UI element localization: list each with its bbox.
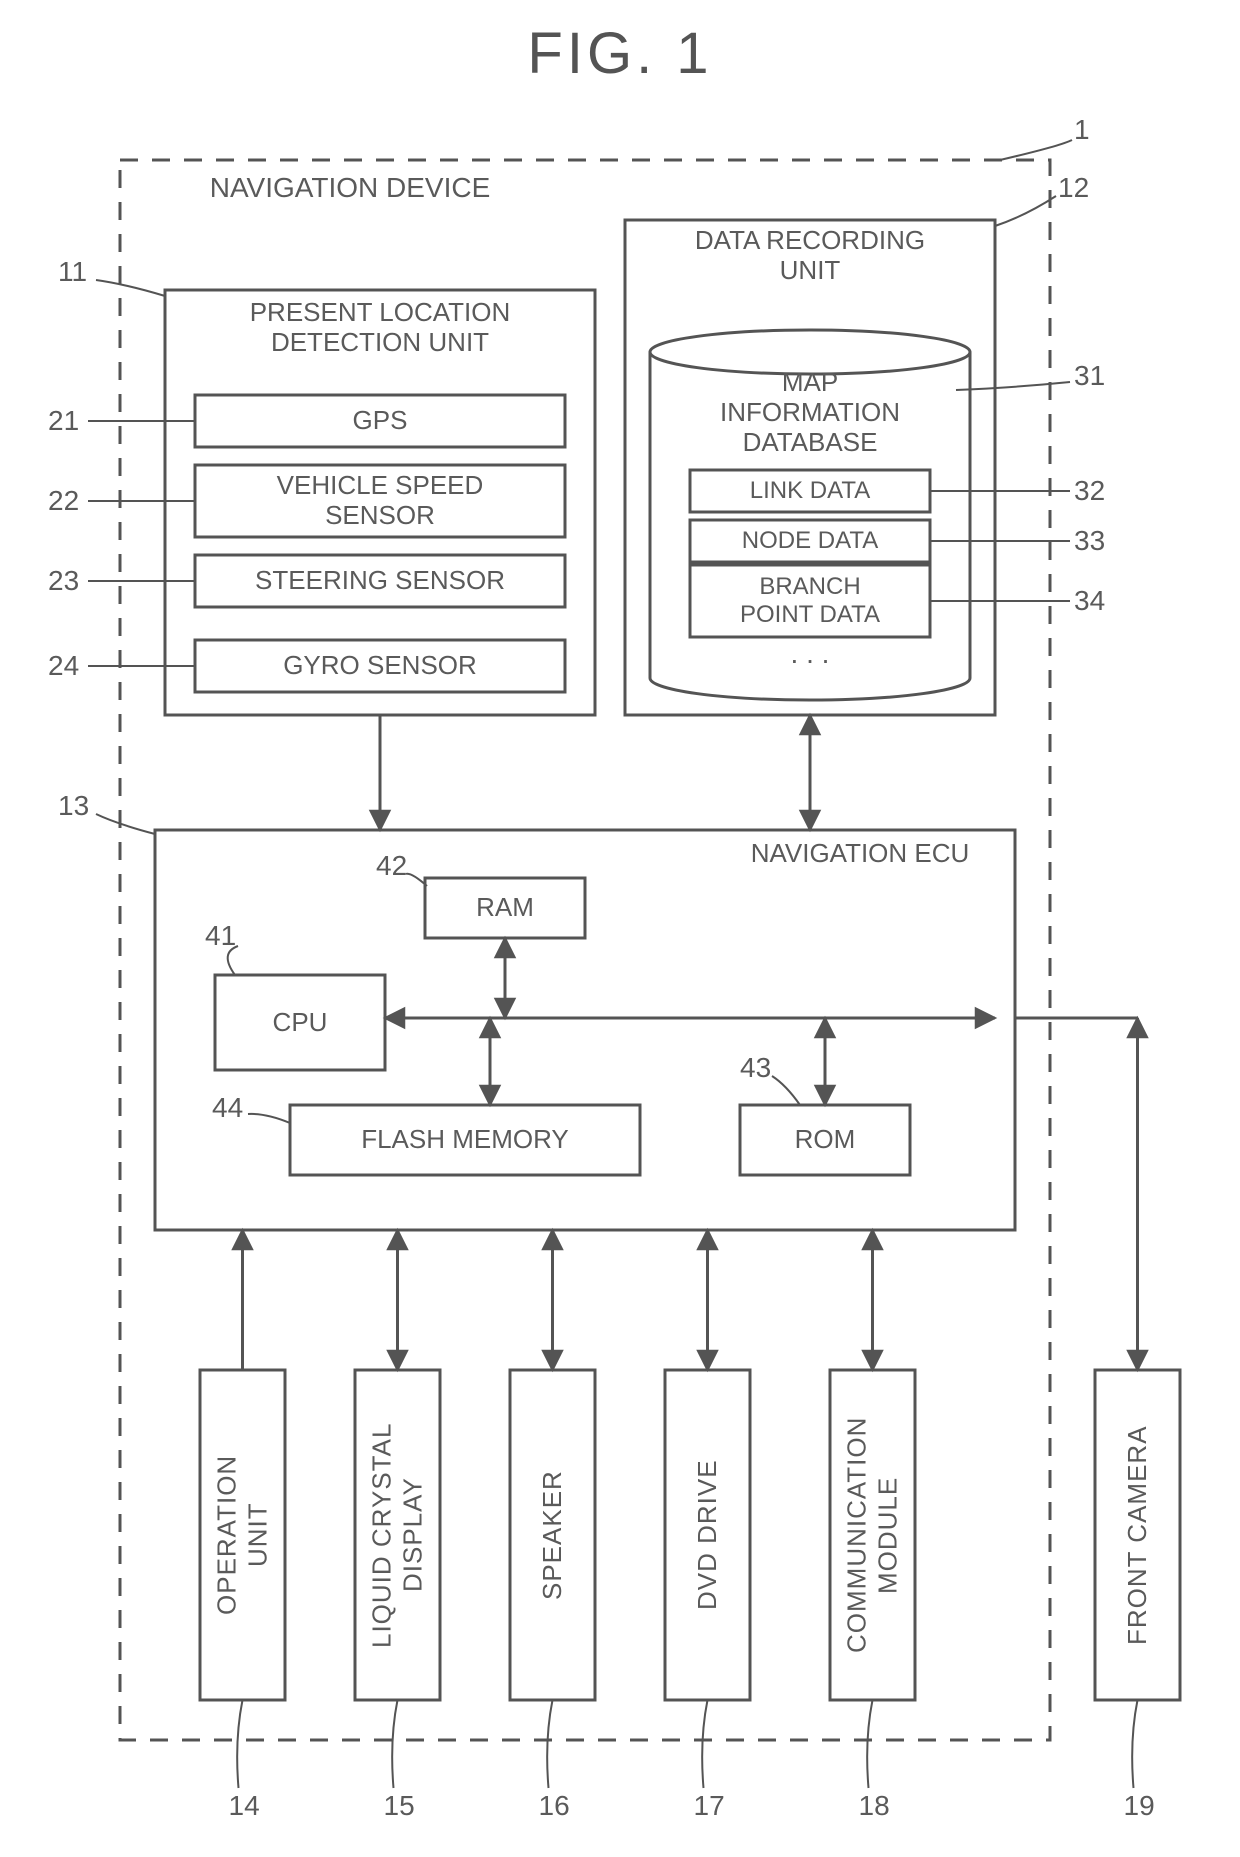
db-item-2: BRANCH POINT DATA bbox=[690, 565, 930, 637]
ref-44: 44 bbox=[212, 1092, 243, 1124]
detection-item-3: GYRO SENSOR bbox=[195, 640, 565, 692]
ref-31: 31 bbox=[1074, 360, 1105, 392]
data-recording-label: DATA RECORDING UNIT bbox=[625, 226, 995, 286]
db-item-1: NODE DATA bbox=[690, 520, 930, 562]
ref-16: 16 bbox=[539, 1790, 570, 1822]
ref-33: 33 bbox=[1074, 525, 1105, 557]
block-diagram bbox=[0, 0, 1240, 1857]
ref-14: 14 bbox=[229, 1790, 260, 1822]
ref-13: 13 bbox=[58, 790, 89, 822]
ref-11: 11 bbox=[58, 256, 87, 288]
db-label: MAP INFORMATION DATABASE bbox=[650, 368, 970, 458]
detection-item-2: STEERING SENSOR bbox=[195, 555, 565, 607]
ref-22: 22 bbox=[48, 485, 79, 517]
ref-24: 24 bbox=[48, 650, 79, 682]
ref-41: 41 bbox=[205, 920, 236, 952]
db-item-0: LINK DATA bbox=[690, 470, 930, 512]
peripheral-5: FRONT CAMERA bbox=[1095, 1370, 1180, 1700]
ref-15: 15 bbox=[384, 1790, 415, 1822]
peripheral-3: DVD DRIVE bbox=[665, 1370, 750, 1700]
peripheral-4: COMMUNICATION MODULE bbox=[830, 1370, 915, 1700]
ref-17: 17 bbox=[694, 1790, 725, 1822]
detection-item-0: GPS bbox=[195, 395, 565, 447]
ref-32: 32 bbox=[1074, 475, 1105, 507]
ref-19: 19 bbox=[1124, 1790, 1155, 1822]
ref-23: 23 bbox=[48, 565, 79, 597]
flash-box: FLASH MEMORY bbox=[290, 1105, 640, 1175]
ref-1: 1 bbox=[1074, 114, 1090, 146]
detection-item-1: VEHICLE SPEED SENSOR bbox=[195, 465, 565, 537]
rom-box: ROM bbox=[740, 1105, 910, 1175]
detection-unit-label: PRESENT LOCATION DETECTION UNIT bbox=[165, 298, 595, 358]
peripheral-0: OPERATION UNIT bbox=[200, 1370, 285, 1700]
ref-42: 42 bbox=[376, 850, 407, 882]
ref-43: 43 bbox=[740, 1052, 771, 1084]
figure-title: FIG. 1 bbox=[0, 20, 1240, 87]
ecu-label: NAVIGATION ECU bbox=[715, 838, 1005, 870]
db-ellipsis: . . . bbox=[690, 639, 930, 669]
peripheral-2: SPEAKER bbox=[510, 1370, 595, 1700]
ref-18: 18 bbox=[859, 1790, 890, 1822]
ref-12: 12 bbox=[1058, 172, 1089, 204]
ref-21: 21 bbox=[48, 405, 79, 437]
cpu-box: CPU bbox=[215, 975, 385, 1070]
ram-box: RAM bbox=[425, 878, 585, 938]
navigation-device-label: NAVIGATION DEVICE bbox=[150, 170, 550, 206]
peripheral-1: LIQUID CRYSTAL DISPLAY bbox=[355, 1370, 440, 1700]
ref-34: 34 bbox=[1074, 585, 1105, 617]
